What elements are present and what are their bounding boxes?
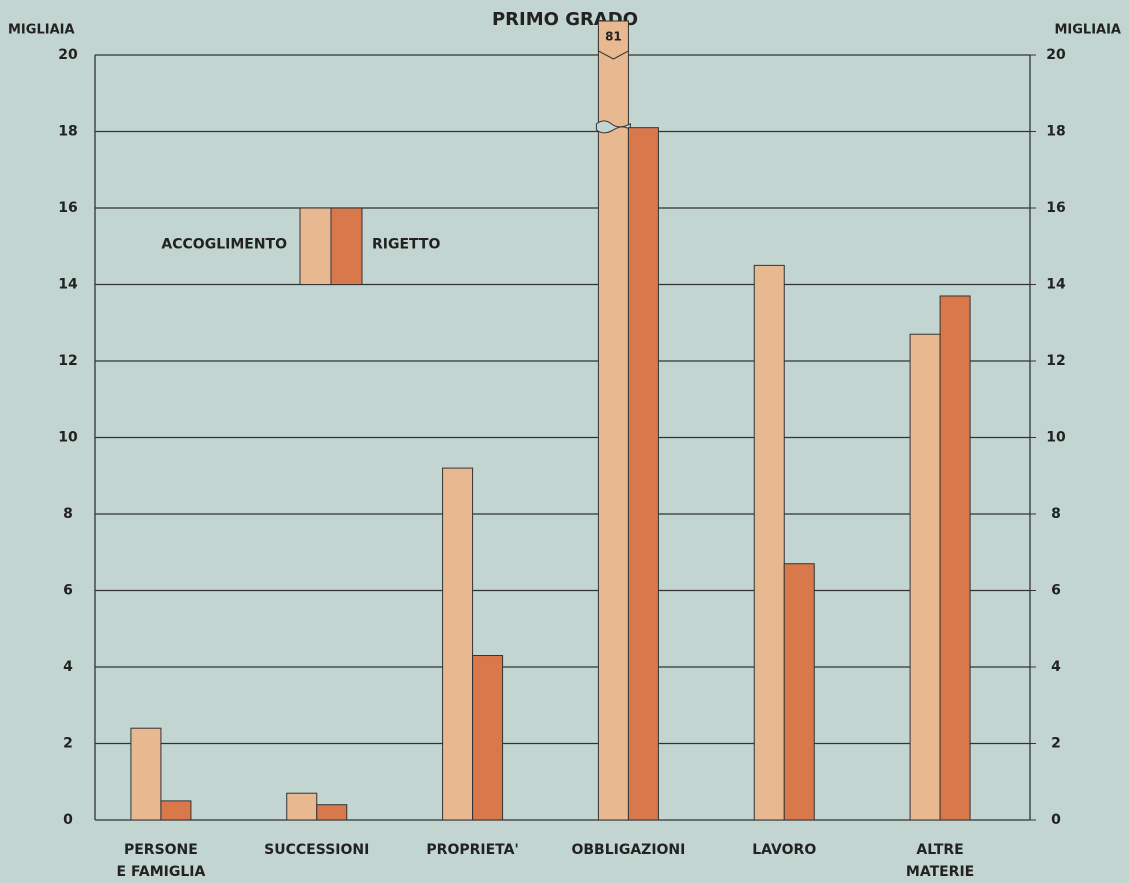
- bar: [939, 295, 971, 821]
- x-tick-label: ALTRE: [916, 842, 963, 858]
- y-tick-label: 20: [58, 47, 78, 63]
- bar: [130, 727, 162, 821]
- bar: [597, 42, 629, 821]
- legend-label: ACCOGLIMENTO: [161, 236, 287, 252]
- legend-label: RIGETTO: [372, 236, 440, 252]
- x-tick-label: MATERIE: [906, 864, 974, 880]
- y-tick-label: 14: [58, 277, 78, 293]
- y-tick-label: 18: [58, 124, 77, 140]
- y2-tick-label: 6: [1051, 583, 1061, 599]
- legend-swatch: [299, 207, 332, 285]
- y2-tick-label: 16: [1046, 200, 1065, 216]
- y-tick-label: 6: [63, 583, 73, 599]
- x-tick-label: LAVORO: [752, 842, 816, 858]
- break-tag: [597, 20, 629, 60]
- y2-tick-label: 2: [1051, 736, 1061, 752]
- y2-tick-label: 18: [1046, 124, 1065, 140]
- y2-tick-label: 20: [1046, 47, 1066, 63]
- x-tick-label: PROPRIETA': [426, 842, 518, 858]
- y-axis-label: MIGLIAIA: [8, 23, 75, 38]
- y-tick-label: 2: [63, 736, 73, 752]
- value-label: 81: [605, 30, 622, 44]
- bar: [909, 333, 941, 821]
- bar: [472, 655, 504, 821]
- y2-tick-label: 0: [1051, 812, 1061, 828]
- x-tick-label: E FAMIGLIA: [117, 864, 206, 880]
- x-tick-label: OBBLIGAZIONI: [571, 842, 685, 858]
- y-tick-label: 4: [63, 659, 73, 675]
- y2-axis-label: MIGLIAIA: [1054, 23, 1121, 38]
- y2-tick-label: 8: [1051, 506, 1061, 522]
- y2-tick-label: 12: [1046, 353, 1065, 369]
- bar: [753, 264, 785, 821]
- bar: [442, 467, 474, 821]
- y-tick-label: 10: [58, 430, 78, 446]
- x-tick-label: PERSONE: [124, 842, 198, 858]
- y-tick-label: 16: [58, 200, 77, 216]
- y-tick-label: 0: [63, 812, 73, 828]
- bar: [783, 563, 815, 821]
- y-tick-label: 12: [58, 353, 77, 369]
- bar: [160, 800, 192, 821]
- bar: [286, 792, 318, 821]
- y-tick-label: 8: [63, 506, 73, 522]
- y2-tick-label: 14: [1046, 277, 1066, 293]
- bar: [627, 127, 659, 821]
- bar: [316, 804, 348, 821]
- legend-swatch: [330, 207, 363, 285]
- y2-tick-label: 10: [1046, 430, 1066, 446]
- y2-tick-label: 4: [1051, 659, 1061, 675]
- x-tick-label: SUCCESSIONI: [264, 842, 369, 858]
